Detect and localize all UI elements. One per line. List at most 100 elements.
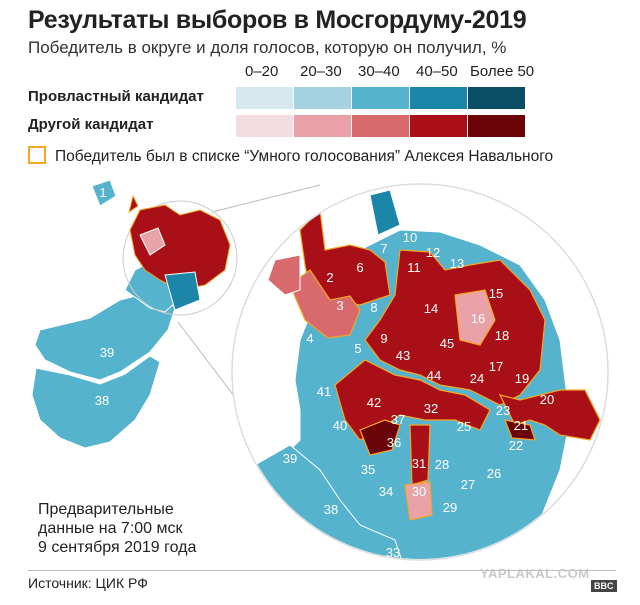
district-label-3: 3: [336, 298, 343, 313]
district-label-36: 36: [387, 435, 401, 450]
district-label-33: 33: [386, 545, 400, 560]
legend-swatch-progov-1: [294, 87, 351, 109]
district-label-22: 22: [509, 438, 523, 453]
small-zoom-circle: [122, 200, 238, 316]
district-31: [409, 424, 431, 486]
district-39-small: [34, 289, 176, 381]
navalny-legend-text: Победитель был в списке “Умного голосова…: [55, 148, 554, 165]
district-30: [404, 481, 433, 521]
district-label-25: 25: [457, 419, 471, 434]
district-label-23: 23: [496, 403, 510, 418]
navalny-legend: Победитель был в списке “Умного голосова…: [28, 146, 553, 166]
legend-range-4: Более 50: [470, 63, 535, 80]
district-38-small: [31, 355, 161, 449]
district-labels: 2345678910111213141516171819202122232425…: [283, 230, 554, 560]
small-zelenograd: [128, 194, 139, 214]
district-label-35: 35: [361, 462, 375, 477]
district-21: [504, 419, 536, 441]
district-label-28: 28: [435, 457, 449, 472]
source-text: Источник: ЦИК РФ: [28, 575, 148, 591]
map-subtitle: Победитель в округе и доля голосов, кото…: [28, 38, 507, 57]
legend-swatch-other-1: [294, 115, 351, 137]
source-line: Источник: ЦИК РФ: [0, 575, 640, 591]
district-label-4: 4: [306, 331, 313, 346]
district-label-45: 45: [440, 336, 454, 351]
district-central-red: [364, 249, 546, 406]
district-label-9: 9: [380, 331, 387, 346]
district-label-38-small: 38: [95, 393, 109, 408]
district-label-6: 6: [356, 260, 363, 275]
district-label-44: 44: [427, 368, 441, 383]
district-label-41: 41: [317, 384, 331, 399]
district-label-29: 29: [443, 500, 457, 515]
district-label-31: 31: [412, 456, 426, 471]
district-label-34: 34: [379, 484, 393, 499]
district-label-10: 10: [403, 230, 417, 245]
district-1: [91, 179, 117, 207]
district-label-40: 40: [333, 418, 347, 433]
legend-swatch-other-3: [410, 115, 467, 137]
district-label-8: 8: [370, 300, 377, 315]
district-label-13: 13: [450, 256, 464, 271]
legend-swatch-progov-2: [352, 87, 409, 109]
watermark: YAPLAKAL.COM: [480, 566, 590, 581]
district-label-11: 11: [407, 260, 421, 275]
district-label-15: 15: [489, 286, 503, 301]
district-label-1: 1: [99, 185, 106, 200]
district-label-7: 7: [380, 241, 387, 256]
zoom-map: [249, 189, 601, 559]
preliminary-note: Предварительные данные на 7:00 мск 9 сен…: [38, 500, 196, 557]
district-label-39: 39: [283, 451, 297, 466]
small-map: [31, 179, 238, 449]
district-37: [359, 419, 401, 456]
legend-swatch-progov-3: [410, 87, 467, 109]
district-label-2: 2: [326, 270, 333, 285]
legend-progov-label: Провластный кандидат: [28, 88, 204, 105]
legend-range-0: 0–20: [245, 63, 279, 80]
small-south-blue: [164, 271, 201, 311]
district-label-21: 21: [514, 418, 528, 433]
district-label-18: 18: [495, 328, 509, 343]
zoom-connector-top: [211, 184, 321, 213]
district-3-8: [289, 269, 361, 339]
legend-range-3: 40–50: [416, 63, 458, 80]
district-label-24: 24: [470, 371, 484, 386]
small-center-red: [129, 204, 231, 291]
district-label-39-small: 39: [100, 345, 114, 360]
district-42-44: [334, 359, 491, 441]
district-label-5: 5: [354, 341, 361, 356]
note-line-2: данные на 7:00 мск: [38, 520, 183, 537]
district-16: [454, 289, 496, 346]
legend-range-1: 20–30: [300, 63, 342, 80]
legend-swatch-progov-0: [236, 87, 293, 109]
legend-other-label: Другой кандидат: [28, 116, 154, 133]
district-label-30: 30: [412, 484, 426, 499]
small-pink-patch: [139, 227, 166, 256]
district-38-zoom: [249, 444, 406, 559]
district-label-26: 26: [487, 466, 501, 481]
small-south-area: [124, 257, 181, 313]
footer-divider: [28, 570, 616, 571]
legend-swatch-progov-4: [468, 87, 525, 109]
legend-range-2: 30–40: [358, 63, 400, 80]
district-label-27: 27: [461, 477, 475, 492]
district-label-37: 37: [391, 412, 405, 427]
district-19-20: [498, 389, 601, 441]
navalny-outline-swatch: [28, 146, 46, 164]
district-label-38: 38: [324, 502, 338, 517]
note-line-1: Предварительные: [38, 501, 174, 518]
map-title: Результаты выборов в Мосгордуму-2019: [28, 6, 527, 34]
district-label-16: 16: [471, 311, 485, 326]
district-label-43: 43: [396, 348, 410, 363]
district-label-17: 17: [489, 359, 503, 374]
note-line-3: 9 сентября 2019 года: [38, 539, 197, 556]
legend-swatch-other-4: [468, 115, 525, 137]
zoom-connector-bottom: [177, 321, 291, 471]
district-label-14: 14: [424, 301, 438, 316]
district-label-32: 32: [424, 401, 438, 416]
zoom-circle-bg: [231, 183, 609, 561]
bbc-logo: BBC: [591, 580, 617, 592]
district-label-20: 20: [540, 392, 554, 407]
legend-swatch-other-2: [352, 115, 409, 137]
district-label-19: 19: [515, 371, 529, 386]
